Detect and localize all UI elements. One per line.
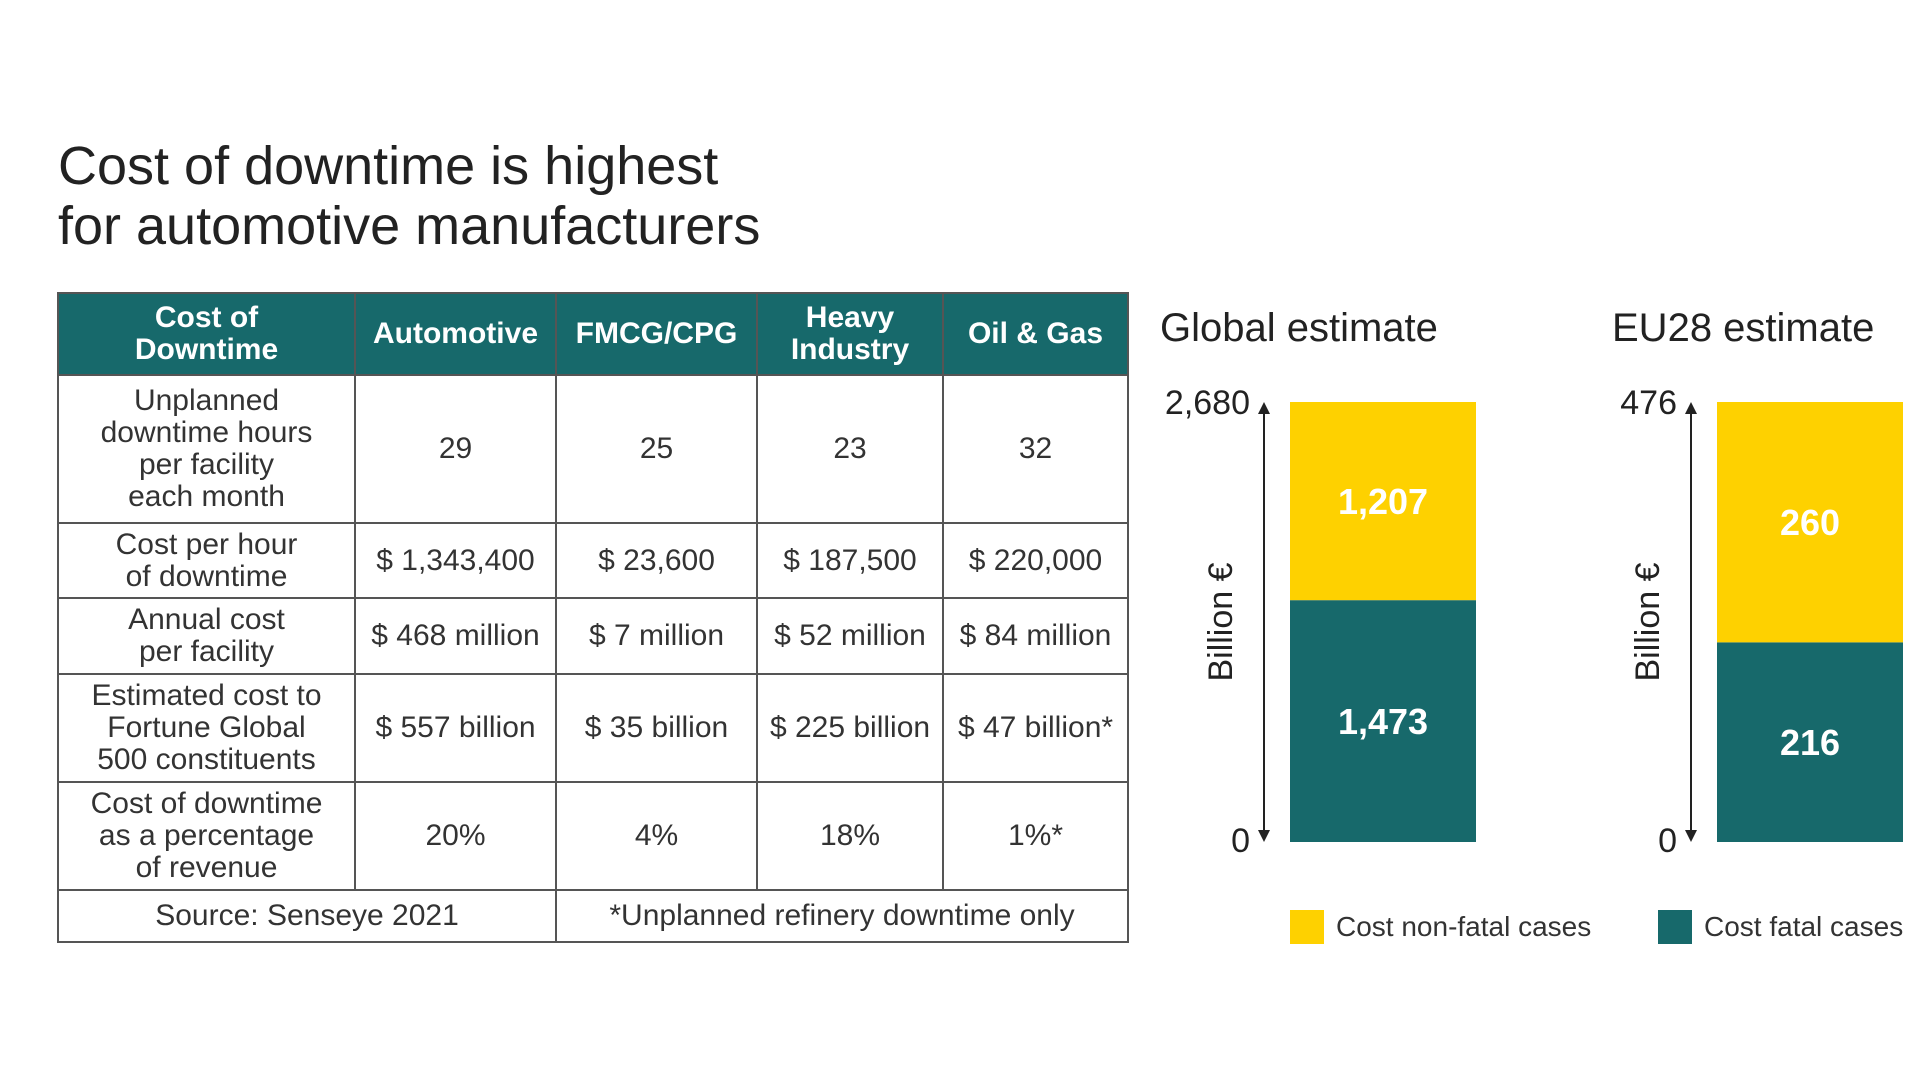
table-cell: $ 557 billion <box>354 673 557 783</box>
legend-swatch-non-fatal <box>1290 910 1324 944</box>
table-cell: $ 187,500 <box>756 522 944 599</box>
table-cell: $ 220,000 <box>942 522 1129 599</box>
eu28-ylabel: Billion € <box>1629 562 1667 681</box>
global-bar-label-cost-fatal-cases: 1,473 <box>1338 701 1428 742</box>
table-row: Annual cost per facility $ 468 million $… <box>57 597 1129 675</box>
eu28-axis-arrow-up-icon <box>1685 402 1697 414</box>
table-row: Estimated cost to Fortune Global 500 con… <box>57 673 1129 783</box>
header-automotive: Automotive <box>354 292 557 376</box>
table-cell: 4% <box>555 781 758 891</box>
table-cell: 23 <box>756 374 944 524</box>
table-cell: $ 225 billion <box>756 673 944 783</box>
header-oil-gas: Oil & Gas <box>942 292 1129 376</box>
legend-item-non-fatal: Cost non-fatal cases <box>1290 910 1591 944</box>
legend-label-non-fatal: Cost non-fatal cases <box>1336 911 1592 942</box>
table-cell: 32 <box>942 374 1129 524</box>
table-cell: $ 1,343,400 <box>354 522 557 599</box>
table-footer-row: Source: Senseye 2021 *Unplanned refinery… <box>57 889 1129 943</box>
global-ytick-min: 0 <box>1231 822 1250 860</box>
table-cell: $ 468 million <box>354 597 557 675</box>
global-axis-arrow-up-icon <box>1258 402 1270 414</box>
table-row: Unplanned downtime hours per facility ea… <box>57 374 1129 524</box>
downtime-cost-table: Cost of Downtime Automotive FMCG/CPG Hea… <box>57 292 1129 943</box>
legend-label-fatal: Cost fatal cases <box>1704 911 1904 942</box>
global-ylabel: Billion € <box>1202 562 1240 681</box>
table-cell: $ 47 billion* <box>942 673 1129 783</box>
table-cell: $ 84 million <box>942 597 1129 675</box>
table-cell: 1%* <box>942 781 1129 891</box>
global-ytick-max: 2,680 <box>1165 390 1250 422</box>
row-label: Cost per hour of downtime <box>57 522 356 599</box>
global-estimate-chart: 2,680 0 Billion € 1,473 1,207 <box>1165 390 1476 860</box>
header-heavy-industry: Heavy Industry <box>756 292 944 376</box>
table-cell: 20% <box>354 781 557 891</box>
table-cell: $ 35 billion <box>555 673 758 783</box>
eu28-ytick-min: 0 <box>1658 822 1677 860</box>
table-cell: $ 52 million <box>756 597 944 675</box>
table-cell: 25 <box>555 374 758 524</box>
eu28-axis-arrow-down-icon <box>1685 830 1697 842</box>
table-cell: 29 <box>354 374 557 524</box>
title-line-2: for automotive manufacturers <box>58 196 761 256</box>
page-title: Cost of downtime is highest for automoti… <box>58 136 760 256</box>
eu28-estimate-chart: 476 0 Billion € 216 260 <box>1620 390 1903 860</box>
row-label: Unplanned downtime hours per facility ea… <box>57 374 356 524</box>
header-fmcg-cpg: FMCG/CPG <box>555 292 758 376</box>
global-bar-label-cost-non-fatal-cases: 1,207 <box>1338 481 1428 522</box>
global-bar-cost-non-fatal-cases <box>1290 402 1476 601</box>
table-row: Cost per hour of downtime $ 1,343,400 $ … <box>57 522 1129 599</box>
row-label: Estimated cost to Fortune Global 500 con… <box>57 673 356 783</box>
title-line-1: Cost of downtime is highest <box>58 136 719 196</box>
header-cost-of-downtime: Cost of Downtime <box>57 292 356 376</box>
eu28-bar-label-cost-non-fatal-cases: 260 <box>1780 502 1840 543</box>
table-header-row: Cost of Downtime Automotive FMCG/CPG Hea… <box>57 292 1129 376</box>
row-label: Annual cost per facility <box>57 597 356 675</box>
source-note: Source: Senseye 2021 <box>57 889 557 943</box>
footnote: *Unplanned refinery downtime only <box>555 889 1129 943</box>
eu28-bar-label-cost-fatal-cases: 216 <box>1780 722 1840 763</box>
eu28-ytick-max: 476 <box>1620 390 1677 422</box>
global-chart-title: Global estimate <box>1160 306 1438 350</box>
global-bar-cost-fatal-cases <box>1290 600 1476 842</box>
table-cell: $ 7 million <box>555 597 758 675</box>
legend-item-fatal: Cost fatal cases <box>1658 910 1903 944</box>
table-cell: 18% <box>756 781 944 891</box>
global-axis-arrow-down-icon <box>1258 830 1270 842</box>
table-cell: $ 23,600 <box>555 522 758 599</box>
eu28-chart-title: EU28 estimate <box>1612 306 1875 350</box>
legend-swatch-fatal <box>1658 910 1692 944</box>
row-label: Cost of downtime as a percentage of reve… <box>57 781 356 891</box>
eu28-bar-cost-non-fatal-cases <box>1717 402 1903 643</box>
eu28-bar-cost-fatal-cases <box>1717 642 1903 842</box>
table-row: Cost of downtime as a percentage of reve… <box>57 781 1129 891</box>
